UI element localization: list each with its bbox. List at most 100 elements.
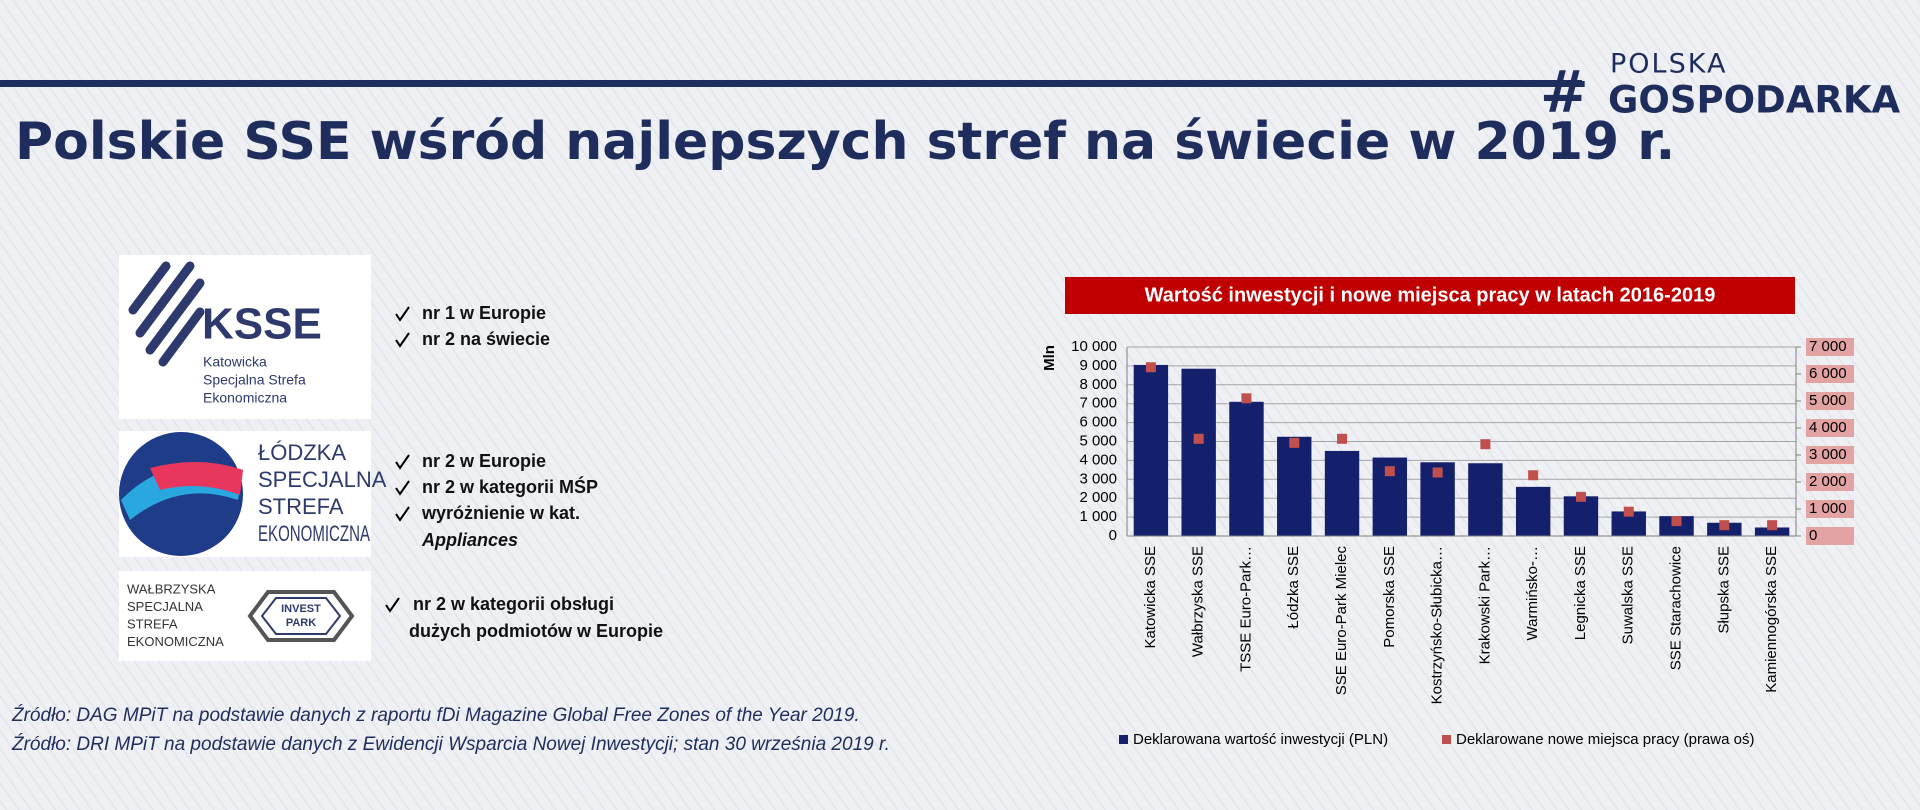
check-icon	[395, 306, 410, 322]
bullet-text: dużych podmiotów w Europie	[409, 621, 663, 641]
brand-mark: #	[1540, 58, 1589, 126]
point	[1384, 466, 1395, 477]
x-tick-label: Suwalska SSE	[1620, 546, 1637, 644]
check-icon	[395, 332, 410, 348]
tick-label-bg	[1806, 365, 1854, 383]
source-note: Źródło: DAG MPiT na podstawie danych z r…	[11, 705, 860, 726]
logo-line: Katowicka	[203, 354, 267, 370]
logo-line: EKONOMICZNA	[127, 634, 224, 649]
bar	[1563, 496, 1599, 536]
point	[1480, 439, 1491, 450]
logo-line: STREFA	[127, 616, 178, 631]
x-tick-label: Kostrzyńsko-Słubicka…	[1429, 546, 1446, 704]
logo-line: SPECJALNA	[127, 599, 203, 614]
y2-tick-label: 5 000	[1809, 392, 1847, 409]
badge	[260, 597, 342, 635]
point	[1432, 467, 1443, 478]
bullet-text: nr 2 w Europie	[422, 451, 546, 471]
tick-label-bg	[1806, 446, 1854, 464]
bullet-text: nr 1 w Europie	[422, 303, 546, 323]
check-icon	[395, 454, 410, 470]
logo-line: EKONOMICZNA	[258, 521, 370, 546]
bar	[1133, 364, 1169, 536]
point	[1767, 520, 1778, 531]
y-tick-label: 10 000	[1071, 338, 1117, 355]
tick-label-bg	[1806, 419, 1854, 437]
bullet-text: nr 2 na świecie	[422, 329, 550, 349]
point	[1145, 362, 1156, 373]
x-tick-label: Pomorska SSE	[1381, 546, 1398, 648]
point	[1289, 437, 1300, 448]
logo-line: Specjalna Strefa	[203, 372, 306, 388]
x-tick-label: TSSE Euro-Park…	[1237, 546, 1254, 672]
y-tick-label: 0	[1109, 527, 1117, 544]
ksse-stripes	[128, 261, 205, 367]
badge-text: INVEST	[281, 603, 321, 615]
brand-top: POLSKA	[1610, 49, 1727, 80]
y-tick-label: 4 000	[1079, 451, 1117, 468]
logo-line: SPECJALNA	[258, 467, 387, 492]
point	[1241, 393, 1252, 404]
y2-tick-label: 4 000	[1809, 419, 1847, 436]
chart-title-bar	[1065, 277, 1795, 314]
x-tick-label: Legnicka SSE	[1572, 546, 1589, 640]
bullet-text: nr 2 w kategorii MŚP	[422, 476, 598, 497]
point	[1719, 520, 1730, 531]
bullet-text: nr 2 w kategorii obsługi	[413, 594, 614, 614]
legend-label: Deklarowane nowe miejsca pracy (prawa oś…	[1456, 731, 1754, 748]
y-tick-label: 5 000	[1079, 432, 1117, 449]
tick-label-bg	[1806, 473, 1854, 491]
logo-box	[119, 571, 371, 661]
x-tick-label: Warmińsko-…	[1524, 546, 1541, 640]
y-tick-label: 9 000	[1079, 357, 1117, 374]
x-tick-label: SSE Starachowice	[1668, 546, 1685, 670]
y-tick-label: 1 000	[1079, 508, 1117, 525]
tick-label-bg	[1806, 500, 1854, 518]
legend-swatch	[1442, 735, 1451, 744]
tick-label-bg	[1806, 527, 1854, 545]
badge-text: PARK	[286, 617, 316, 629]
x-tick-label: Krakowski Park…	[1476, 546, 1493, 664]
header-rule	[0, 80, 1582, 87]
x-tick-label: Katowicka SSE	[1142, 546, 1159, 649]
chart-title: Wartość inwestycji i nowe miejsca pracy …	[1145, 284, 1716, 306]
bar	[1468, 463, 1503, 536]
tick-label-bg	[1806, 392, 1854, 410]
y-axis-label: Mln	[1041, 345, 1058, 371]
x-tick-label: Łódzka SSE	[1285, 546, 1302, 629]
bullet-text: Appliances	[421, 530, 518, 550]
y2-tick-label: 1 000	[1809, 500, 1847, 517]
x-tick-label: Słupska SSE	[1715, 546, 1732, 634]
bar	[1754, 527, 1790, 536]
badge	[247, 590, 355, 642]
point	[1528, 470, 1539, 481]
check-icon	[395, 480, 410, 496]
point	[1193, 433, 1204, 444]
point	[1671, 516, 1682, 527]
tick-label-bg	[1806, 338, 1854, 356]
check-icon	[385, 597, 400, 613]
point	[1575, 491, 1586, 502]
y-tick-label: 2 000	[1079, 489, 1117, 506]
x-tick-label: Kamiennogórska SSE	[1763, 546, 1780, 693]
check-icon	[395, 506, 410, 522]
logo-line: WAŁBRZYSKA	[127, 581, 216, 596]
legend-label: Deklarowana wartość inwestycji (PLN)	[1133, 731, 1388, 748]
brand-bottom: GOSPODARKA	[1608, 79, 1901, 122]
x-tick-label: Wałbrzyska SSE	[1190, 546, 1207, 657]
y2-tick-label: 3 000	[1809, 446, 1847, 463]
lodzka-wave	[150, 461, 243, 495]
logo-line: STREFA	[258, 494, 344, 519]
y2-tick-label: 0	[1809, 527, 1817, 544]
legend-swatch	[1119, 735, 1128, 744]
y2-tick-label: 2 000	[1809, 473, 1847, 490]
bar	[1277, 436, 1312, 536]
page-title: Polskie SSE wśród najlepszych stref na ś…	[15, 112, 1675, 172]
y-tick-label: 6 000	[1079, 414, 1117, 431]
y-tick-label: 3 000	[1079, 470, 1117, 487]
logo-line: ŁÓDZKA	[258, 440, 346, 465]
bar	[1515, 486, 1551, 536]
bar	[1324, 450, 1360, 536]
logo-line: Ekonomiczna	[203, 390, 287, 406]
